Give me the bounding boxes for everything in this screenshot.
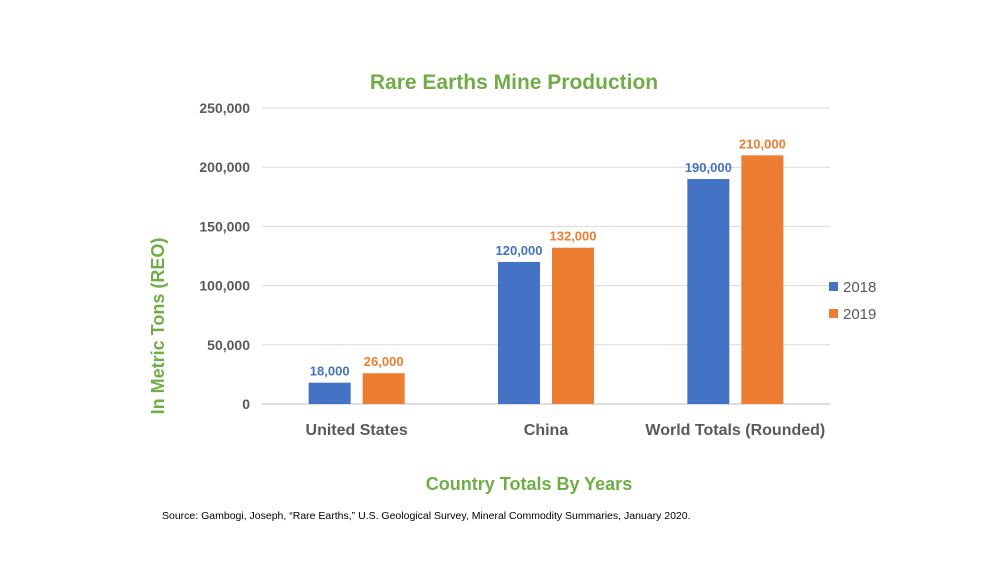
x-tick-label: China [524,422,569,439]
y-axis-title: In Metric Tons (REO) [148,238,168,415]
data-label-2019-0: 26,000 [364,354,404,369]
bar-2018-2 [687,179,730,404]
chart-title: Rare Earths Mine Production [370,71,658,94]
x-axis-ticks: United States China World Totals (Rounded) [306,422,826,439]
bar-2019-1 [552,247,594,404]
bar-2018-1 [498,261,540,404]
legend-swatch-2018 [829,282,838,291]
legend-label-2019: 2019 [843,306,876,323]
data-label-2018-0: 18,000 [310,364,350,379]
data-label-2019-2: 210,000 [739,136,786,151]
y-tick-label: 150,000 [199,218,250,234]
y-tick-label: 0 [242,396,250,412]
y-tick-label: 50,000 [207,337,250,353]
y-tick-label: 200,000 [199,159,250,175]
x-axis-title: Country Totals By Years [426,474,632,494]
bar-2018-0 [308,382,351,404]
y-tick-label: 100,000 [199,278,250,294]
x-tick-label: World Totals (Rounded) [645,422,825,439]
y-tick-label: 250,000 [199,100,250,116]
data-label-2019-1: 132,000 [550,229,597,244]
legend: 2018 2019 [829,279,876,323]
gridlines [262,107,830,405]
x-tick-label: United States [306,422,408,439]
bar-2019-0 [362,373,405,404]
legend-label-2018: 2018 [843,279,876,296]
legend-swatch-2019 [829,309,838,318]
data-labels: 18,000 26,000 120,000 132,000 190,000 210,000 [310,136,786,378]
bar-2019-2 [741,155,784,404]
data-label-2018-1: 120,000 [496,243,543,258]
bars [308,155,784,404]
y-axis-ticks: 0 50,000 100,000 150,000 200,000 250,000 [199,100,250,412]
source-note: Source: Gambogi, Joseph, “Rare Earths,” … [162,510,691,522]
data-label-2018-2: 190,000 [685,160,732,175]
